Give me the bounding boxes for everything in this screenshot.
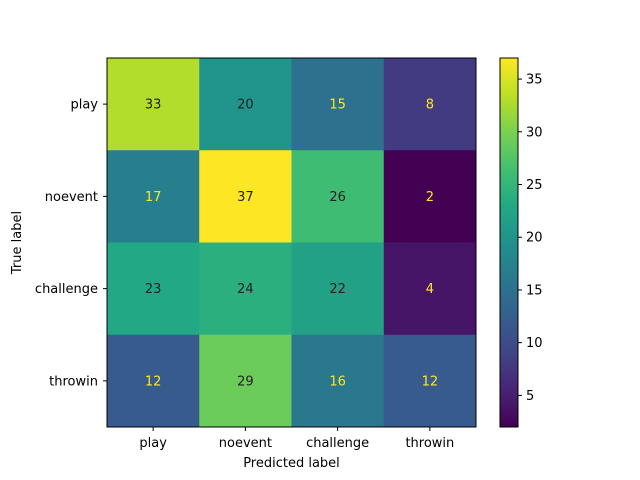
colorbar-tick-label: 15: [526, 283, 543, 298]
y-tick-label: play: [70, 98, 98, 113]
x-tick-label: challenge: [306, 436, 369, 451]
colorbar: [499, 57, 519, 428]
cell-value-labels: 33 20 15 8 17 37 26 2 23 24 22 4 12 29 16 12: [145, 98, 438, 390]
x-tick-label: noevent: [219, 436, 272, 451]
y-tick-label: throwin: [49, 374, 98, 389]
y-axis-ticks: play noevent challenge throwin: [35, 98, 107, 389]
cell-value-label: 29: [237, 374, 254, 389]
cell-value-label: 2: [426, 190, 434, 205]
cell-value-label: 24: [237, 282, 254, 297]
cell-throwin-noevent: [199, 334, 292, 428]
cell-value-label: 26: [329, 190, 346, 205]
y-tick-label: noevent: [45, 190, 98, 205]
colorbar-tick-label: 10: [526, 336, 543, 351]
cell-play-play: [107, 58, 200, 151]
x-tick-label: throwin: [405, 436, 454, 451]
cell-value-label: 33: [145, 98, 162, 113]
colorbar-tick-label: 25: [526, 178, 543, 193]
cell-value-label: 20: [237, 98, 254, 113]
cell-value-label: 4: [426, 282, 434, 297]
plot-frame: [106, 57, 477, 428]
cell-value-label: 17: [145, 190, 162, 205]
cell-value-label: 37: [237, 190, 254, 205]
cell-throwin-challenge: [291, 334, 385, 428]
heatmap-cells: [107, 58, 477, 428]
x-axis-label: Predicted label: [243, 456, 340, 471]
cell-challenge-throwin: [383, 242, 477, 336]
cell-value-label: 23: [145, 282, 162, 297]
cell-noevent-play: [107, 150, 200, 243]
y-axis-label: True label: [10, 211, 25, 275]
cell-play-challenge: [291, 58, 385, 151]
cell-noevent-noevent: [199, 150, 292, 243]
cell-value-label: 22: [329, 282, 346, 297]
cell-noevent-challenge: [291, 150, 385, 243]
cell-value-label: 15: [329, 98, 346, 113]
cell-value-label: 12: [145, 374, 162, 389]
cell-play-noevent: [199, 58, 292, 151]
cell-throwin-play: [107, 334, 200, 428]
cell-challenge-play: [107, 242, 200, 336]
colorbar-tick-label: 30: [526, 125, 543, 140]
cell-throwin-throwin: [383, 334, 477, 428]
x-tick-label: play: [139, 436, 167, 451]
colorbar-tick-label: 35: [526, 73, 543, 88]
cell-challenge-challenge: [291, 242, 385, 336]
cell-play-throwin: [383, 58, 477, 151]
colorbar-tick-label: 20: [526, 231, 543, 246]
cell-noevent-throwin: [383, 150, 477, 243]
cell-value-label: 16: [329, 374, 346, 389]
cell-challenge-noevent: [199, 242, 292, 336]
colorbar-tick-label: 5: [526, 389, 534, 404]
colorbar-ticks: 5 10 15 20 25 30 35: [518, 73, 543, 404]
cell-value-label: 12: [422, 374, 439, 389]
cell-value-label: 8: [426, 98, 434, 113]
y-tick-label: challenge: [35, 282, 98, 297]
x-axis-ticks: play noevent challenge throwin: [139, 427, 454, 451]
